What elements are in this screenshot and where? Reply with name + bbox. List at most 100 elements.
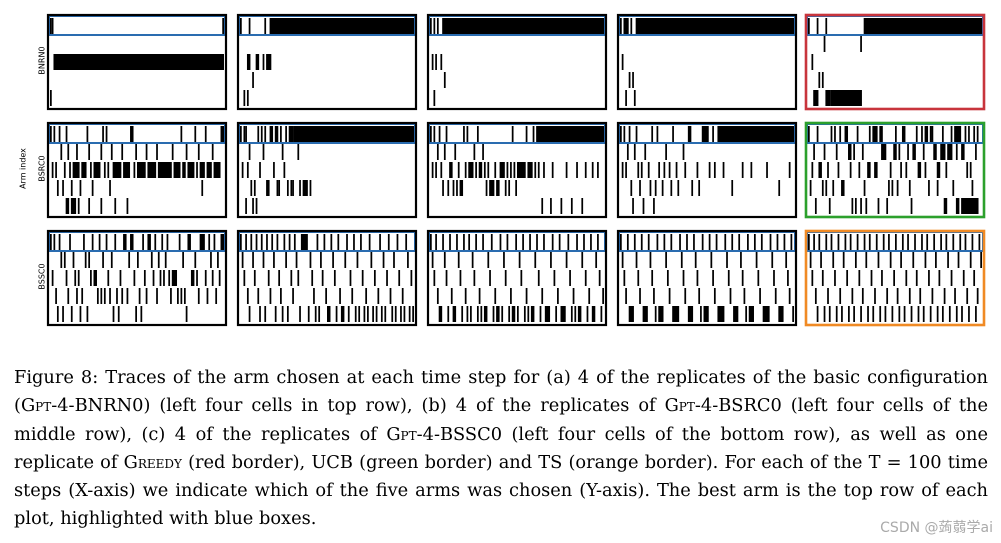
arm-choice-mark [177, 288, 179, 304]
arm-choice-mark [750, 162, 753, 178]
arm-choice-mark [90, 162, 92, 178]
arm-choice-mark [924, 252, 927, 268]
arm-choice-mark [978, 234, 981, 250]
arm-choice-mark [412, 306, 414, 322]
arm-choice-mark [539, 306, 542, 322]
arm-choice-mark [733, 306, 739, 322]
arm-choice-mark [431, 54, 434, 70]
arm-choice-mark [60, 144, 63, 160]
arm-choice-mark [443, 72, 446, 88]
arm-choice-mark [494, 288, 497, 304]
arm-choice-mark [461, 306, 464, 322]
arm-choice-mark [309, 252, 312, 268]
arm-choice-mark [293, 234, 296, 250]
arm-choice-mark [295, 252, 298, 268]
arm-choice-mark [534, 252, 537, 268]
trace-cell-bsrc0-replicate-3 [426, 121, 608, 219]
arm-choice-mark [912, 252, 915, 268]
arm-choice-mark [851, 288, 854, 304]
arm-choice-mark [349, 270, 352, 286]
arm-choice-mark [133, 270, 136, 286]
arm-choice-mark [361, 270, 364, 286]
best-arm-box [48, 231, 226, 252]
arm-choice-mark [100, 144, 103, 160]
arm-choice-mark [888, 234, 890, 250]
arm-choice-mark [356, 252, 359, 268]
arm-choice-mark [262, 144, 265, 160]
arm-choice-mark [368, 234, 371, 250]
arm-choice-mark [693, 234, 695, 250]
arm-choice-mark [597, 162, 599, 178]
arm-choice-mark [302, 180, 308, 196]
arm-choice-mark [358, 306, 361, 322]
arm-choice-mark [778, 180, 781, 196]
arm-choice-mark [957, 252, 960, 268]
trace-cell-bssc0-replicate-2 [236, 229, 418, 327]
arm-choice-mark [663, 234, 666, 250]
caption-text: (red border), UCB (green border) and TS … [14, 451, 988, 530]
arm-choice-mark [684, 288, 687, 304]
arm-choice-mark [591, 306, 596, 322]
arm-choice-mark [679, 234, 681, 250]
arm-choice-mark [400, 306, 402, 322]
arm-choice-mark [430, 18, 432, 34]
arm-choice-mark [266, 54, 272, 70]
arm-choice-mark [126, 288, 129, 304]
arm-choice-mark [243, 270, 246, 286]
cell-border [426, 13, 608, 111]
arm-choice-mark [881, 144, 887, 160]
arm-choice-mark [915, 270, 918, 286]
arm-choice-mark [536, 126, 604, 142]
arm-choice-mark [808, 126, 810, 142]
arm-choice-mark [351, 288, 354, 304]
arm-choice-mark [464, 288, 467, 304]
arm-choice-mark [574, 306, 577, 322]
arm-choice-mark [891, 306, 894, 322]
arm-choice-mark [860, 306, 862, 322]
arm-choice-mark [288, 126, 294, 142]
arm-choice-mark [401, 288, 404, 304]
arm-choice-mark [107, 270, 110, 286]
cell-border [46, 13, 228, 111]
arm-choice-mark [658, 306, 664, 322]
arm-choice-mark [861, 144, 864, 160]
arm-choice-mark [384, 306, 387, 322]
arm-choice-mark [886, 198, 889, 214]
arm-choice-mark [825, 90, 831, 106]
arm-choice-mark [281, 144, 284, 160]
arm-choice-mark [211, 270, 214, 286]
arm-choice-mark [323, 234, 326, 250]
arm-choice-mark [353, 234, 355, 250]
arm-choice-mark [581, 198, 584, 214]
arm-choice-mark [396, 234, 399, 250]
arm-choice-mark [463, 234, 465, 250]
arm-choice-mark [626, 144, 629, 160]
arm-choice-mark [900, 162, 902, 178]
arm-choice-mark [253, 180, 256, 196]
arm-choice-mark [250, 234, 253, 250]
arm-choice-mark [762, 306, 770, 322]
arm-choice-mark [910, 306, 913, 322]
arm-choice-mark [320, 252, 322, 268]
arm-choice-mark [457, 252, 460, 268]
arm-choice-mark [848, 306, 850, 322]
arm-choice-mark [62, 306, 64, 322]
arm-choice-mark [325, 288, 327, 304]
arm-choice-mark [760, 234, 763, 250]
arm-choice-mark [969, 162, 972, 178]
arm-choice-mark [313, 288, 315, 304]
arm-choice-mark [731, 234, 734, 250]
arm-choice-mark [278, 180, 281, 196]
arm-choice-mark [393, 252, 395, 268]
arm-choice-mark [903, 306, 906, 322]
arm-choice-mark [875, 234, 878, 250]
arm-choice-mark [595, 252, 598, 268]
arm-choice-mark [854, 198, 857, 214]
arm-choice-mark [633, 234, 636, 250]
arm-choice-mark [975, 144, 977, 160]
arm-choice-mark [861, 288, 864, 304]
arm-choice-mark [865, 198, 868, 214]
arm-choice-mark [792, 306, 794, 322]
arm-choice-mark [851, 198, 854, 214]
arm-choice-mark [966, 162, 969, 178]
